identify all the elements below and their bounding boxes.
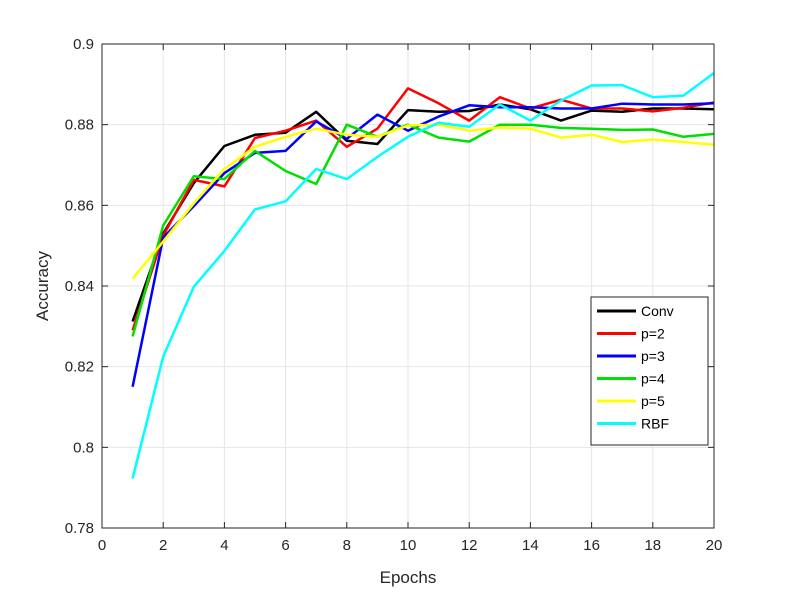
series-line-p-5: [131, 123, 715, 280]
legend: Conv p=2 p=3 p=4 p=5 RBF: [590, 296, 709, 446]
x-tick-label: 4: [220, 537, 228, 554]
series-line-p-4: [131, 123, 715, 337]
y-tick-label: 0.86: [65, 197, 94, 214]
series-line-rbf: [131, 71, 715, 479]
y-tick-label: 0.82: [65, 359, 94, 376]
x-tick-label: 14: [522, 537, 539, 554]
series-line-p-3: [131, 102, 715, 388]
y-tick-label: 0.84: [65, 278, 94, 295]
x-tick-label: 2: [159, 537, 167, 554]
series-line-conv: [131, 103, 715, 322]
y-tick-label: 0.78: [65, 520, 94, 537]
legend-label: p=5: [641, 393, 665, 409]
x-axis-label: Epochs: [380, 568, 437, 587]
series-lines: [131, 71, 715, 479]
axis-ticks: 0 2 4 6 8 10 12 14 16 18 20 0.78 0.8 0.82 0.84 0.86 0.88…: [65, 36, 723, 554]
legend-label: p=3: [641, 348, 665, 364]
series-line-p-2: [131, 87, 715, 331]
x-tick-label: 20: [706, 537, 723, 554]
legend-label: p=2: [641, 326, 665, 342]
x-tick-label: 8: [343, 537, 351, 554]
x-tick-label: 18: [644, 537, 661, 554]
y-tick-label: 0.88: [65, 117, 94, 134]
y-tick-label: 0.9: [73, 36, 94, 53]
y-tick-label: 0.8: [73, 439, 94, 456]
x-tick-label: 6: [281, 537, 289, 554]
x-tick-label: 0: [98, 537, 106, 554]
x-tick-label: 10: [400, 537, 417, 554]
legend-label: RBF: [641, 416, 669, 432]
x-tick-label: 16: [583, 537, 600, 554]
legend-label: p=4: [641, 371, 665, 387]
y-axis-label: Accuracy: [33, 251, 52, 321]
legend-box: [590, 296, 709, 446]
x-tick-label: 12: [461, 537, 478, 554]
legend-label: Conv: [641, 303, 674, 319]
